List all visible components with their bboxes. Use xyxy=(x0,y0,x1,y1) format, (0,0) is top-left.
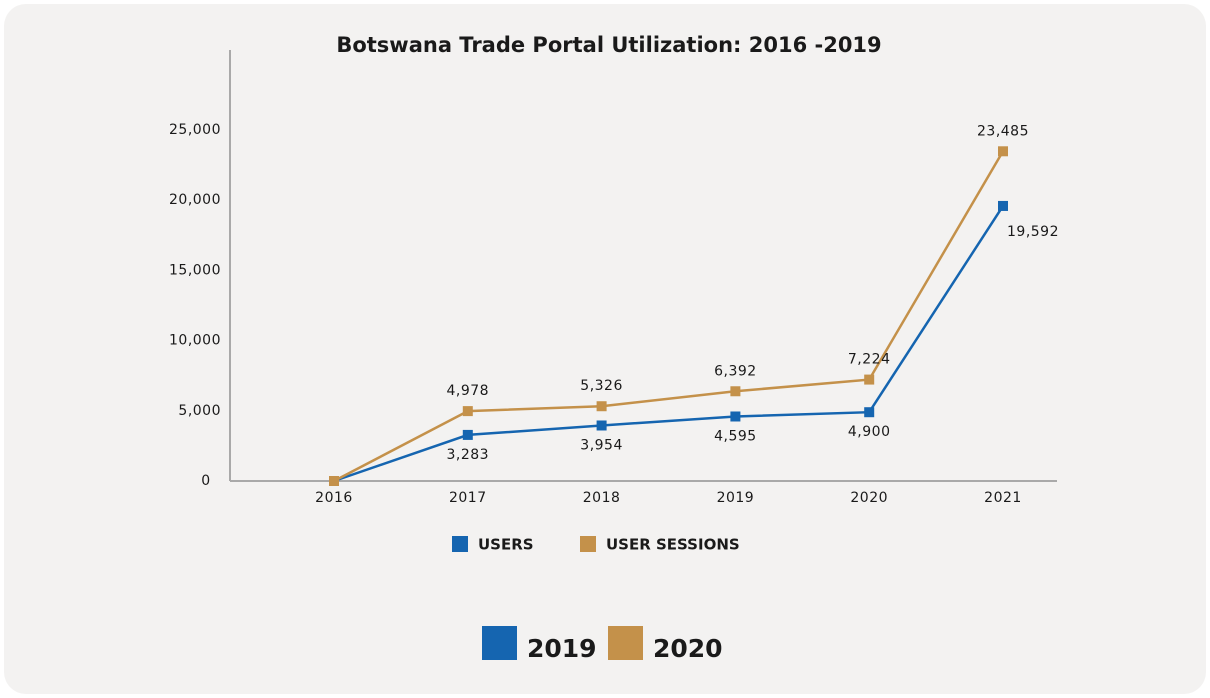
y-tick-label: 5,000 xyxy=(178,403,221,419)
marker xyxy=(730,411,741,422)
data-label: 7,224 xyxy=(848,352,891,368)
marker xyxy=(462,429,473,440)
marker xyxy=(998,200,1008,211)
year-swatch xyxy=(482,626,517,660)
x-tick-label: 2021 xyxy=(984,490,1022,506)
data-label: 19,592 xyxy=(1007,224,1059,240)
legend-label: USERS xyxy=(478,536,534,554)
marker xyxy=(864,407,875,418)
series-line xyxy=(333,205,1005,483)
y-tick-label: 10,000 xyxy=(169,333,221,349)
y-tick-label: 15,000 xyxy=(169,262,221,278)
data-label: 4,595 xyxy=(714,428,757,444)
data-label: 3,954 xyxy=(580,437,623,453)
legend-label: USER SESSIONS xyxy=(606,536,740,554)
y-tick-label: 25,000 xyxy=(169,122,221,138)
year-label: 2020 xyxy=(653,634,723,663)
card xyxy=(4,4,1206,694)
chart-title: Botswana Trade Portal Utilization: 2016 … xyxy=(336,33,881,57)
legend-swatch xyxy=(452,536,468,552)
x-tick-label: 2019 xyxy=(717,490,755,506)
y-tick-label: 20,000 xyxy=(169,192,221,208)
marker xyxy=(730,386,741,397)
data-label: 23,485 xyxy=(977,123,1029,139)
marker xyxy=(864,374,875,385)
data-label: 4,978 xyxy=(447,383,490,399)
y-tick-label: 0 xyxy=(201,473,210,489)
x-tick-label: 2020 xyxy=(850,490,888,506)
year-label: 2019 xyxy=(527,634,597,663)
year-swatch xyxy=(608,626,643,660)
marker xyxy=(329,476,339,486)
x-tick-label: 2016 xyxy=(315,490,353,506)
data-label: 6,392 xyxy=(714,363,757,379)
series-line xyxy=(333,150,1005,483)
data-label: 4,900 xyxy=(848,424,891,440)
legend-swatch xyxy=(580,536,596,552)
x-tick-label: 2017 xyxy=(449,490,487,506)
marker xyxy=(596,420,607,431)
marker xyxy=(596,401,607,412)
marker xyxy=(462,406,473,417)
x-tick-label: 2018 xyxy=(583,490,621,506)
data-label: 5,326 xyxy=(580,378,623,394)
data-label: 3,283 xyxy=(447,447,490,463)
marker xyxy=(998,146,1008,157)
